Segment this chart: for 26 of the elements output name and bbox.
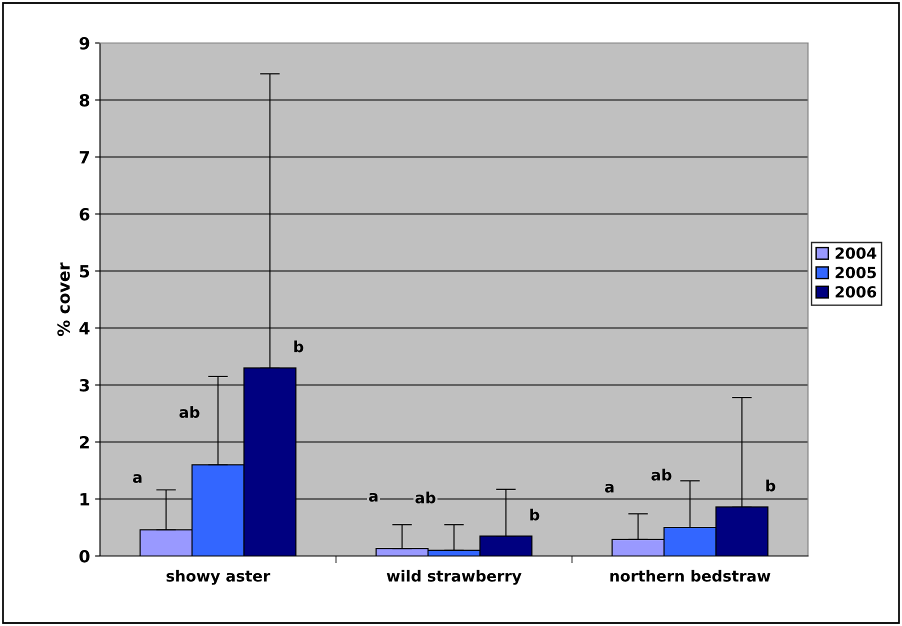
x-tick-label: northern bedstraw	[610, 570, 770, 582]
legend-label: 2005	[836, 266, 876, 278]
y-tick-label: 6	[80, 208, 90, 221]
annotation: ab	[179, 406, 200, 418]
annotation: ab	[415, 492, 436, 504]
y-tick-label: 5	[80, 265, 90, 278]
y-tick-label: 7	[80, 151, 89, 164]
y-tick-label: 8	[80, 94, 90, 107]
annotation: a	[605, 484, 614, 493]
annotation: b	[766, 480, 776, 492]
legend-label: 2006	[836, 286, 876, 298]
y-tick-label: 3	[80, 378, 89, 392]
legend-label: 2004	[836, 247, 876, 259]
annotation: ab	[651, 468, 672, 481]
y-tick-label: 1	[80, 493, 90, 506]
y-tick-label: 2	[80, 436, 89, 448]
y-tick-label: 0	[79, 550, 90, 563]
x-tick-label: wild strawberry	[386, 570, 522, 585]
annotation: b	[530, 508, 540, 521]
annotation: a	[133, 474, 142, 483]
annotation: a	[369, 492, 378, 502]
x-tick-label: showy aster	[166, 570, 270, 585]
annotation: b	[294, 340, 304, 352]
y-tick-label: 4	[79, 322, 90, 334]
y-tick-label: 9	[80, 36, 90, 50]
y-axis-title: % cover	[57, 262, 70, 336]
